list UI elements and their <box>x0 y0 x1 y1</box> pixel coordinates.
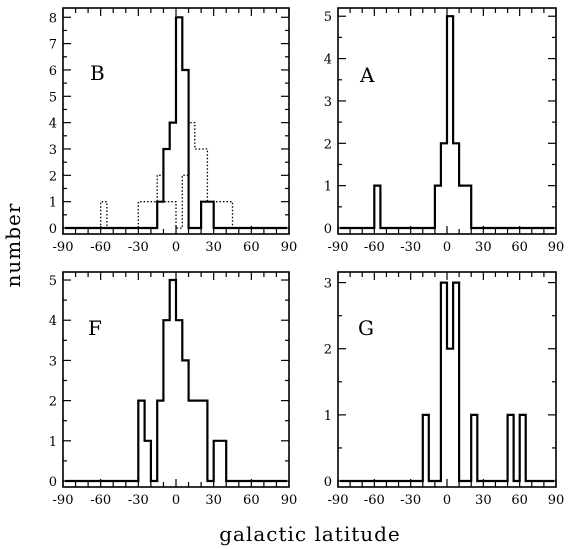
histogram-solid-series <box>65 278 287 483</box>
y-tick-label: 5 <box>324 10 332 25</box>
x-tick-label: -30 <box>128 493 149 508</box>
y-tick-label: 7 <box>49 38 57 53</box>
x-tick-label: 30 <box>205 493 222 508</box>
y-tick-label: 0 <box>49 475 57 490</box>
x-tick-label: 0 <box>443 493 451 508</box>
panel-label: G <box>358 316 374 340</box>
x-tick-label: 30 <box>205 240 222 255</box>
x-tick-label: -90 <box>53 240 74 255</box>
x-tick-label: -30 <box>400 493 421 508</box>
y-tick-label: 2 <box>324 137 332 152</box>
panel-a: -90 -60 -30 0 30 60 90 0 1 2 3 4 5 A <box>324 7 565 255</box>
y-tick-label: 2 <box>324 343 332 358</box>
x-tick-label: 90 <box>281 493 298 508</box>
x-tick-label: -90 <box>328 240 349 255</box>
x-tick-label: 90 <box>548 240 565 255</box>
y-tick-label: 0 <box>324 222 332 237</box>
y-tick-label: 5 <box>49 274 57 289</box>
x-tick-label: 90 <box>281 240 298 255</box>
x-tick-label: 0 <box>172 493 180 508</box>
y-tick-label: 0 <box>324 475 332 490</box>
y-tick-label: 1 <box>324 180 332 195</box>
y-tick-label: 3 <box>324 95 332 110</box>
y-tick-label: 4 <box>324 53 332 68</box>
x-tick-label: -90 <box>328 493 349 508</box>
y-tick-label: 2 <box>49 395 57 410</box>
panel-g: -90 -60 -30 0 30 60 90 0 1 2 3 G <box>324 271 565 508</box>
x-tick-label: -60 <box>90 493 111 508</box>
histogram-solid-series <box>340 15 554 230</box>
x-tick-label: 30 <box>475 240 492 255</box>
panel-label: F <box>88 316 102 340</box>
panel-b: -90 -60 -30 0 30 60 90 0 1 2 3 4 5 6 7 8 B <box>49 7 298 255</box>
y-tick-label: 2 <box>49 169 57 184</box>
x-tick-label: -60 <box>364 240 385 255</box>
histogram-solid-series <box>340 281 554 483</box>
x-tick-label: -90 <box>53 493 74 508</box>
y-tick-label: 4 <box>49 117 57 132</box>
y-tick-label: 1 <box>49 196 57 211</box>
y-tick-label: 1 <box>49 435 57 450</box>
x-tick-label: 90 <box>548 493 565 508</box>
y-tick-label: 8 <box>49 11 57 26</box>
panel-label: A <box>359 63 375 87</box>
y-tick-label: 0 <box>49 222 57 237</box>
x-tick-label: 0 <box>443 240 451 255</box>
y-tick-label: 1 <box>324 409 332 424</box>
x-tick-label: 0 <box>172 240 180 255</box>
y-tick-label: 6 <box>49 64 57 79</box>
y-tick-label: 3 <box>49 354 57 369</box>
x-tick-label: 30 <box>475 493 492 508</box>
x-tick-label: 60 <box>243 240 260 255</box>
y-axis-title: number <box>1 203 25 288</box>
x-tick-label: -30 <box>128 240 149 255</box>
x-axis-title: galactic latitude <box>219 522 401 546</box>
x-tick-label: -60 <box>364 493 385 508</box>
y-tick-label: 3 <box>49 143 57 158</box>
x-tick-label: 60 <box>511 493 528 508</box>
x-tick-label: 60 <box>243 493 260 508</box>
histogram-solid-series <box>65 16 287 230</box>
panel-label: B <box>90 61 105 85</box>
x-tick-label: 60 <box>511 240 528 255</box>
y-tick-label: 5 <box>49 90 57 105</box>
panel-f: -90 -60 -30 0 30 60 90 0 1 2 3 4 5 F <box>49 271 298 508</box>
y-tick-label: 3 <box>324 277 332 292</box>
histogram-dotted-series <box>65 121 287 229</box>
x-tick-label: -60 <box>90 240 111 255</box>
y-tick-label: 4 <box>49 314 57 329</box>
x-tick-label: -30 <box>400 240 421 255</box>
